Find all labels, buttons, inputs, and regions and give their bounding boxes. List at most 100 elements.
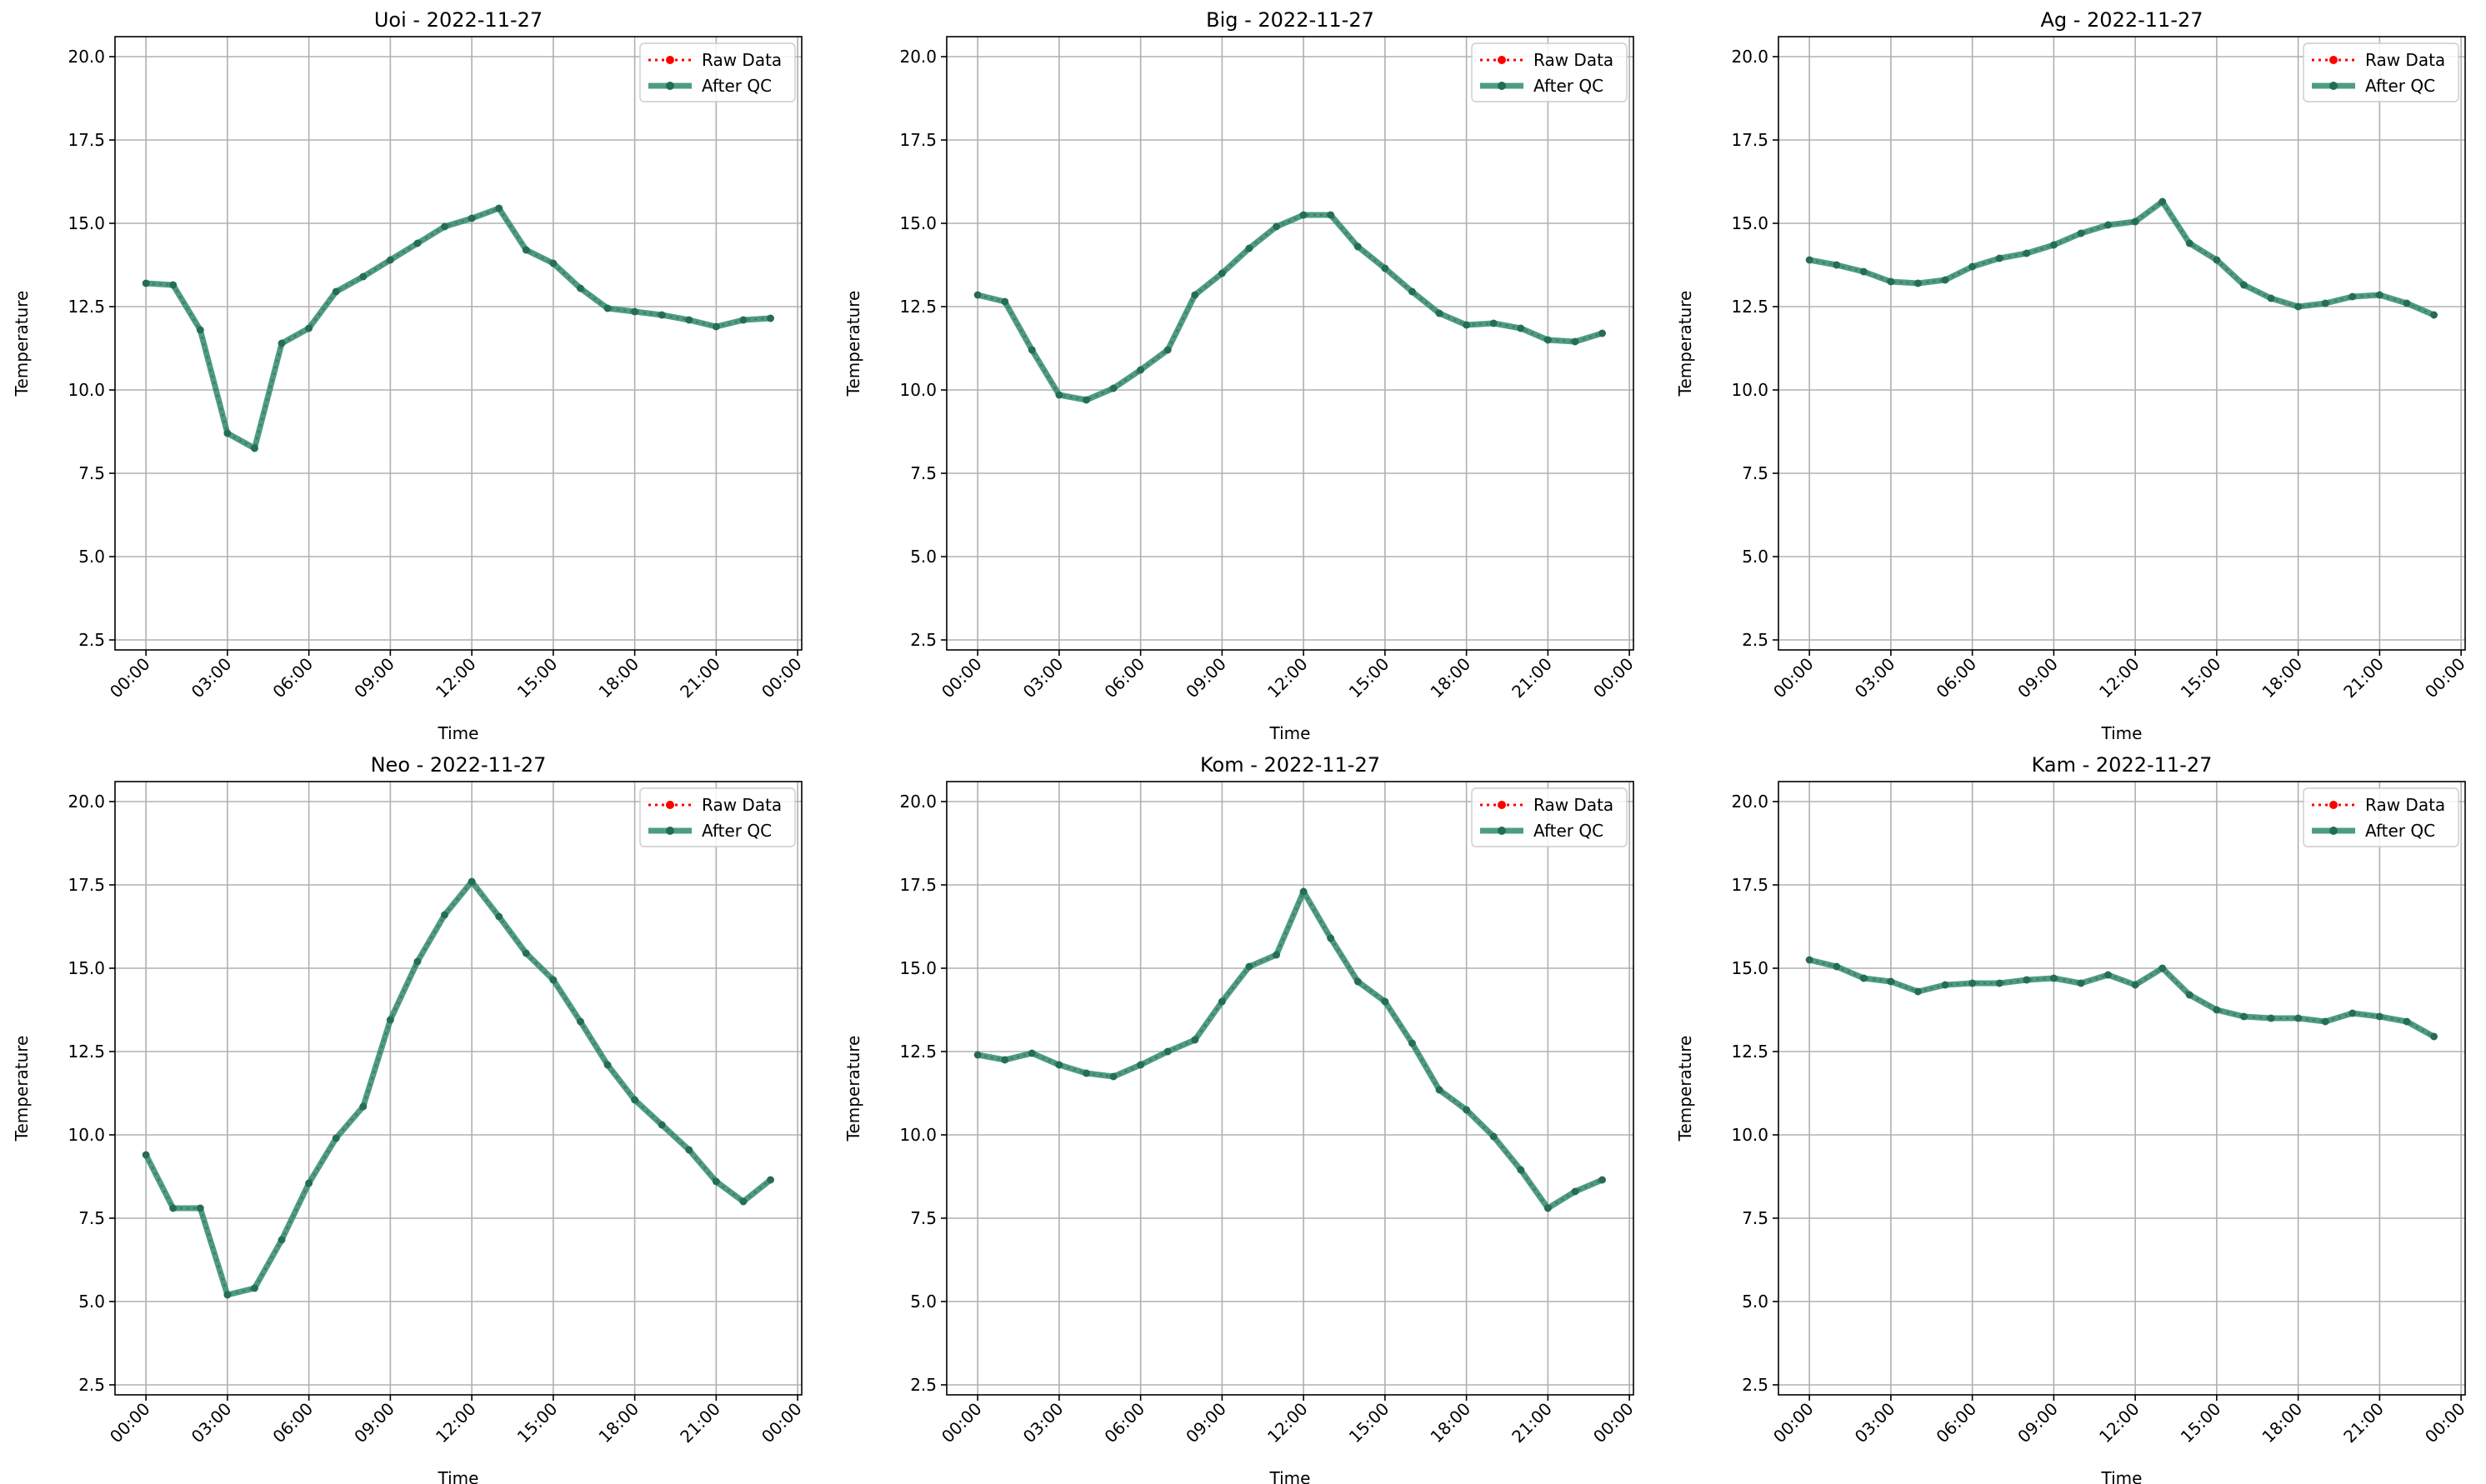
data-point-qc [1463,1106,1471,1114]
data-point-qc [250,444,258,452]
data-point-qc [332,1134,340,1142]
data-point-qc [1435,309,1443,317]
plot-frame [114,781,803,1396]
y-tick-label: 15.0 [1731,958,1768,978]
y-tick-label: 7.5 [1742,1208,1768,1228]
y-tick-label: 2.5 [78,1375,105,1395]
x-tick-label: 18:00 [594,654,643,702]
data-point-qc [1163,1047,1172,1056]
data-point-qc [332,287,340,296]
data-point-qc [739,1197,748,1206]
x-tick-label: 15:00 [1345,654,1393,702]
legend-label-qc: After QC [702,76,772,96]
data-point-qc [1805,256,1813,264]
x-tick-label: 12:00 [2095,1399,2143,1447]
legend-label-raw: Raw Data [2365,795,2445,815]
x-tick-label: 06:00 [1100,654,1148,702]
y-tick-label: 10.0 [1731,1125,1768,1145]
data-point-qc [973,1051,982,1059]
x-tick-label: 06:00 [268,654,317,702]
y-tick-label: 15.0 [899,213,937,233]
x-tick-label: 00:00 [758,654,806,702]
data-point-qc [1805,956,1813,964]
y-tick-label: 17.5 [68,130,105,150]
x-tick-label: 21:00 [2339,1399,2388,1447]
y-tick-label: 15.0 [1731,213,1768,233]
plot-frame [946,781,1634,1396]
chart-panel-0: 2.5 5.0 7.5 10.0 12.5 15.0 17.5 20.0 00:00 03:00 0… [12,8,806,743]
data-point-qc [2430,311,2438,319]
y-tick-label: 20.0 [68,792,105,812]
x-axis-label: Time [1269,1468,1311,1484]
x-tick-label: 12:00 [1263,1399,1312,1447]
y-tick-label: 5.0 [1742,1292,1768,1312]
y-tick-label: 20.0 [899,47,937,67]
data-point-qc [2403,1017,2411,1026]
data-point-qc [2049,974,2058,982]
y-tick-label: 5.0 [1742,547,1768,567]
data-point-qc [2213,1006,2221,1014]
x-tick-label: 03:00 [1019,1399,1068,1447]
legend: Raw Data After QC [1471,42,1628,102]
data-point-qc [1273,951,1281,959]
data-point-qc [2239,1012,2248,1021]
legend-marker-raw [2329,801,2338,809]
data-point-qc [2185,991,2193,999]
x-tick-label: 09:00 [350,1399,398,1447]
y-tick-label: 2.5 [1742,630,1768,650]
x-tick-label: 00:00 [758,1399,806,1447]
data-point-qc [1191,291,1199,299]
chart-panel-2: 2.5 5.0 7.5 10.0 12.5 15.0 17.5 20.0 00:00 03:00 0… [1675,8,2469,743]
plot-frame [1778,781,2466,1396]
y-tick-label: 17.5 [68,875,105,895]
data-point-qc [658,311,666,319]
x-tick-label: 00:00 [938,1399,986,1447]
data-point-qc [1109,384,1118,392]
data-point-qc [2321,299,2329,307]
chart-title: Kom - 2022-11-27 [1200,753,1380,777]
legend-label-raw: Raw Data [2365,50,2445,70]
legend-label-qc: After QC [2365,76,2435,96]
y-tick-label: 20.0 [1731,792,1768,812]
x-tick-label: 06:00 [1932,1399,1980,1447]
data-point-qc [2185,239,2193,247]
y-tick-label: 12.5 [1731,1042,1768,1062]
grid-lines [1778,37,2465,650]
data-point-qc [1353,977,1362,986]
data-point-qc [1968,262,1977,271]
x-tick-label: 00:00 [106,654,154,702]
data-point-qc [2294,1014,2303,1022]
y-tick-label: 5.0 [910,547,937,567]
data-point-qc [1887,277,1895,286]
data-point-qc [223,429,232,437]
data-point-qc [441,911,449,919]
data-point-qc [2294,302,2303,311]
data-point-qc [468,214,476,222]
series-line-qc [977,212,1603,403]
y-tick-label: 7.5 [910,463,937,483]
data-point-qc [1299,211,1308,219]
data-point-qc [1887,977,1895,986]
data-point-qc [305,324,313,332]
data-point-qc [973,291,982,299]
legend-label-raw: Raw Data [702,50,782,70]
data-point-qc [1517,1166,1525,1174]
y-tick-label: 12.5 [899,297,937,317]
x-tick-label: 21:00 [1508,654,1556,702]
x-tick-label: 21:00 [2339,654,2388,702]
series-line-qc [143,878,773,1298]
data-point-qc [603,304,612,312]
data-point-qc [549,976,558,984]
y-axis-label: Temperature [1675,291,1695,397]
chart-title: Uoi - 2022-11-27 [374,8,543,32]
data-point-qc [1218,269,1226,277]
y-tick-label: 15.0 [899,958,937,978]
x-tick-label: 15:00 [513,1399,562,1447]
series-line-raw [1808,958,2435,1038]
x-tick-label: 12:00 [1263,654,1312,702]
data-point-qc [1245,244,1253,252]
y-tick-label: 12.5 [1731,297,1768,317]
data-point-qc [1001,297,1009,306]
data-point-qc [250,1284,258,1292]
data-point-qc [359,1102,368,1111]
